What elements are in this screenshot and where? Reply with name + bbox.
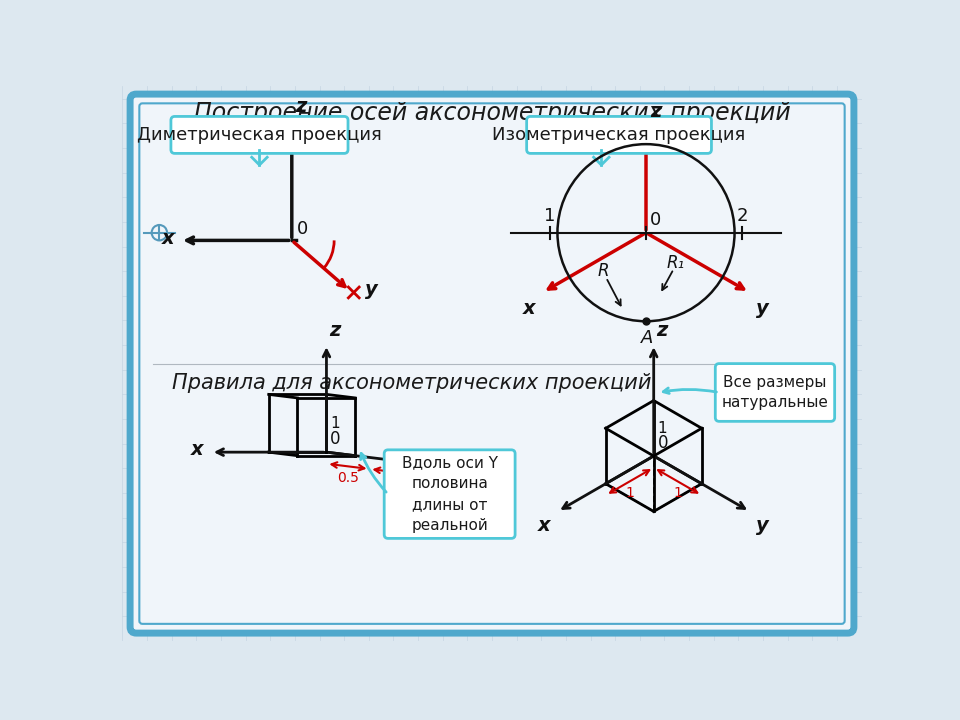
FancyBboxPatch shape (527, 117, 711, 153)
Text: R₁: R₁ (666, 254, 684, 272)
Text: x: x (538, 516, 550, 535)
Text: 0: 0 (650, 211, 661, 229)
Text: Изометрическая проекция: Изометрическая проекция (492, 126, 746, 144)
FancyBboxPatch shape (384, 450, 516, 539)
Text: Диметрическая проекция: Диметрическая проекция (137, 126, 382, 144)
Text: Вдоль оси Y
половина
длины от
реальной: Вдоль оси Y половина длины от реальной (401, 455, 497, 533)
Text: 0: 0 (297, 220, 307, 238)
Text: 0: 0 (330, 431, 341, 449)
Text: y: y (417, 467, 429, 485)
Text: 1: 1 (658, 420, 667, 436)
FancyBboxPatch shape (715, 364, 834, 421)
Text: y: y (756, 516, 769, 535)
Text: 0.5: 0.5 (337, 471, 359, 485)
Text: Все размеры
натуральные: Все размеры натуральные (722, 375, 828, 410)
Text: z: z (328, 320, 340, 340)
Text: 0: 0 (658, 434, 668, 452)
Text: x: x (522, 299, 535, 318)
Text: x: x (191, 441, 204, 459)
Text: 1: 1 (387, 476, 396, 490)
Text: z: z (656, 320, 667, 340)
Text: Построение осей аксонометрических проекций: Построение осей аксонометрических проекц… (194, 102, 790, 125)
Text: y: y (756, 299, 768, 318)
Text: z: z (651, 102, 662, 121)
Text: R: R (598, 262, 610, 280)
Text: Правила для аксонометрических проекций: Правила для аксонометрических проекций (173, 373, 652, 393)
Text: 1: 1 (544, 207, 556, 225)
Text: 2: 2 (736, 207, 748, 225)
Text: z: z (296, 97, 307, 117)
FancyBboxPatch shape (131, 94, 853, 633)
Text: 1: 1 (625, 486, 635, 500)
Text: y: y (366, 280, 378, 299)
FancyBboxPatch shape (171, 117, 348, 153)
Text: A: A (641, 329, 654, 347)
Text: 1: 1 (673, 486, 683, 500)
Text: 1: 1 (330, 415, 340, 431)
Text: x: x (161, 228, 174, 248)
